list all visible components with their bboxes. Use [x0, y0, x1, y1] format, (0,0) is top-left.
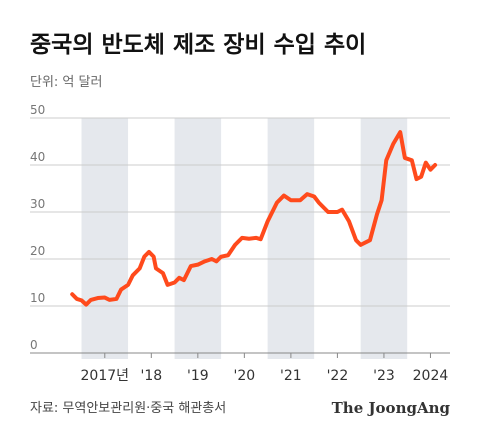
y-tick-label: 40	[30, 150, 45, 164]
y-tick-label: 30	[30, 197, 45, 211]
x-tick-label: '18	[140, 368, 162, 384]
year-band	[360, 118, 408, 359]
y-tick-label: 50	[30, 103, 45, 117]
x-tick-label: '19	[187, 368, 209, 384]
x-tick-label: 2017년	[81, 368, 130, 384]
year-band	[267, 118, 315, 359]
chart-subtitle: 단위: 억 달러	[30, 75, 102, 90]
y-tick-label: 20	[30, 244, 45, 258]
source: 자료: 무역안보관리원·중국 해관총서	[30, 401, 226, 416]
brand: The JoongAng	[332, 399, 451, 417]
y-tick-label: 0	[30, 338, 38, 352]
x-tick-label: '20	[234, 368, 256, 384]
chart-title: 중국의 반도체 제조 장비 수입 추이	[30, 32, 366, 58]
data-line	[70, 130, 438, 307]
y-tick-label: 10	[30, 291, 45, 305]
year-band	[174, 118, 222, 359]
x-tick-label: '22	[327, 368, 349, 384]
x-tick-label: '23	[373, 368, 395, 384]
x-tick-label: '21	[280, 368, 302, 384]
year-band	[81, 118, 129, 359]
x-tick-label: 2024	[413, 368, 449, 384]
